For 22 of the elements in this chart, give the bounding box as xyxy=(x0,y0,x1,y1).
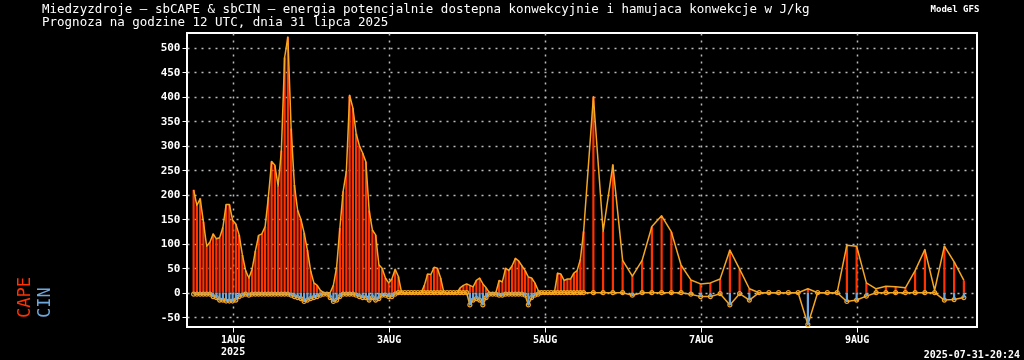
x-tick-label: 7AUG xyxy=(689,333,714,345)
y-tick-label: 100 xyxy=(160,237,181,251)
text: CIN xyxy=(34,287,54,318)
y-tick-label: -50 xyxy=(160,310,181,324)
text: Model GFS xyxy=(930,4,980,14)
x-tick-label: 9AUG xyxy=(845,333,870,345)
x-tick-label: 3AUG xyxy=(377,333,402,345)
y-tick-label: 250 xyxy=(160,163,181,177)
y-tick-label: 350 xyxy=(160,114,181,128)
y-tick-label: 300 xyxy=(160,139,181,153)
y-tick-label: 400 xyxy=(160,90,181,104)
y-tick-label: 50 xyxy=(167,261,181,275)
x-tick-label: 1AUG 2025 xyxy=(221,333,246,357)
y-tick-label: 200 xyxy=(160,188,181,202)
x-tick-label: 5AUG xyxy=(533,333,558,345)
y-tick-label: 150 xyxy=(160,212,181,226)
chart-title: Miedzyzdroje – sbCAPE & sbCIN – energia potencjalnie dostepna konwekcyjnie i hamujaca konwekcje w J/kg xyxy=(42,1,810,16)
y-tick-label: 0 xyxy=(173,286,181,300)
text: CAPE xyxy=(14,277,34,318)
text: 2025-07-31-20:24 xyxy=(923,349,1020,360)
y-tick-label: 450 xyxy=(160,65,181,79)
y-tick-label: 500 xyxy=(160,41,181,55)
